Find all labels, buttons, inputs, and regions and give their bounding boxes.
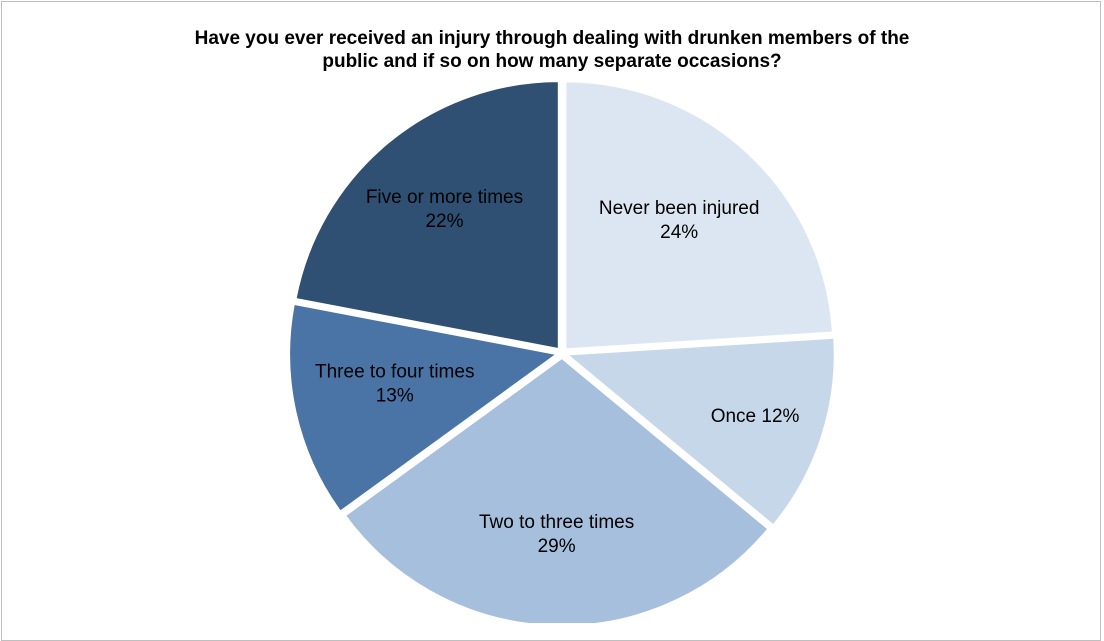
pie-label-five-or-more-times: Five or more times 22% xyxy=(366,187,523,232)
chart-title-line-1: Have you ever received an injury through… xyxy=(194,28,910,49)
pie-label-line: Three to four times xyxy=(315,362,474,383)
pie-slice-three-to-four-times xyxy=(288,302,560,514)
pie-label-line: 13% xyxy=(376,386,414,407)
pie-label-once: Once 12% xyxy=(711,406,800,427)
pie-chart: Never been injured 24% Once 12% Two to thre… xyxy=(288,80,836,623)
pie-label-line: Once 12% xyxy=(711,406,800,427)
pie-label-line: 22% xyxy=(425,211,463,232)
pie-label-line: 24% xyxy=(660,222,698,243)
pie-slice-once xyxy=(564,336,836,527)
chart-title: Have you ever received an injury through… xyxy=(0,27,1104,73)
chart-title-line-2: public and if so on how many separate oc… xyxy=(322,51,782,72)
pie-label-never-been-injured: Never been injured 24% xyxy=(599,198,760,243)
pie-slice-five-or-more-times xyxy=(294,80,560,351)
pie-label-line: Five or more times xyxy=(366,187,523,208)
pie-label-line: 29% xyxy=(538,536,576,557)
pie-label-line: Never been injured xyxy=(599,198,760,219)
pie-label-line: Two to three times xyxy=(479,512,634,533)
pie-slice-two-to-three-times xyxy=(343,356,770,623)
pie-slice-never-been-injured xyxy=(564,80,834,351)
pie-label-two-to-three-times: Two to three times 29% xyxy=(479,512,634,557)
pie-label-three-to-four-times: Three to four times 13% xyxy=(315,362,474,407)
